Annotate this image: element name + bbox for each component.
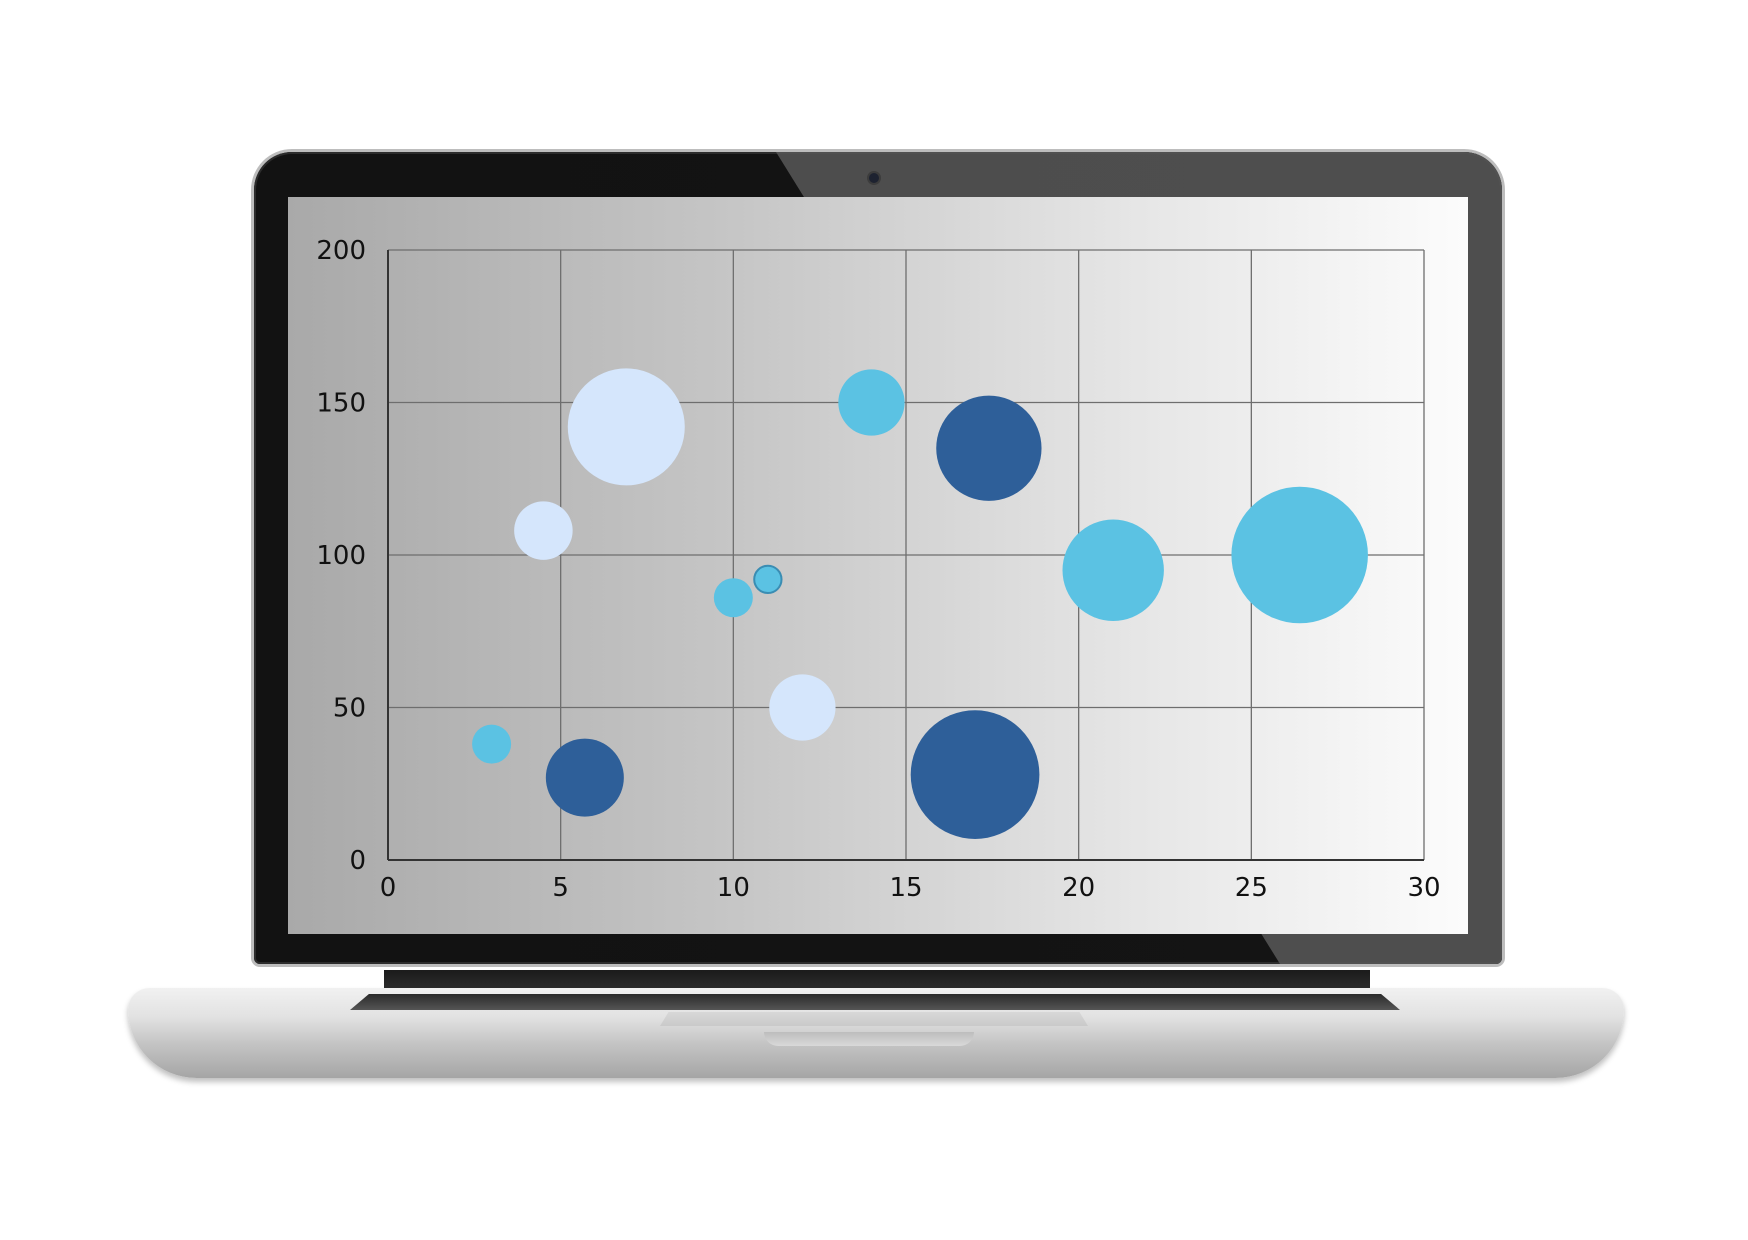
x-tick-label: 15	[889, 873, 922, 903]
bubble-point	[910, 710, 1040, 839]
y-tick-label: 100	[316, 541, 366, 571]
bubble-point	[713, 578, 753, 618]
x-tick-label: 5	[552, 873, 569, 903]
bubble-point	[769, 674, 836, 741]
trackpad-edge	[660, 1012, 1088, 1026]
x-tick-label: 10	[717, 873, 750, 903]
bubble-point	[838, 369, 905, 436]
camera-icon	[869, 173, 879, 183]
x-tick-label: 20	[1062, 873, 1095, 903]
bubble-point	[514, 501, 573, 560]
bubble-point	[545, 738, 624, 817]
trackpad-notch	[764, 1032, 974, 1046]
bubble-point	[472, 724, 512, 764]
bubble-point	[1062, 519, 1164, 621]
axes	[387, 250, 1424, 861]
y-tick-label: 0	[349, 846, 366, 876]
keyboard-edge	[350, 994, 1400, 1010]
tick-labels: 0 5 10 15 20 25 30 0 50 100 150 200	[316, 236, 1440, 903]
bubble-point	[567, 368, 685, 486]
bubble-point	[936, 395, 1042, 501]
hinge	[384, 970, 1370, 992]
y-tick-label: 50	[333, 694, 366, 724]
bubbles	[472, 368, 1368, 839]
x-tick-label: 30	[1407, 873, 1440, 903]
x-tick-label: 25	[1235, 873, 1268, 903]
screen: 0 5 10 15 20 25 30 0 50 100 150 200	[288, 197, 1468, 934]
y-tick-label: 150	[316, 389, 366, 419]
bubble-point	[753, 564, 783, 595]
x-tick-label: 0	[380, 873, 397, 903]
bubble-point	[1231, 486, 1368, 624]
bubble-chart: 0 5 10 15 20 25 30 0 50 100 150 200	[316, 236, 1440, 903]
y-tick-label: 200	[316, 236, 366, 266]
